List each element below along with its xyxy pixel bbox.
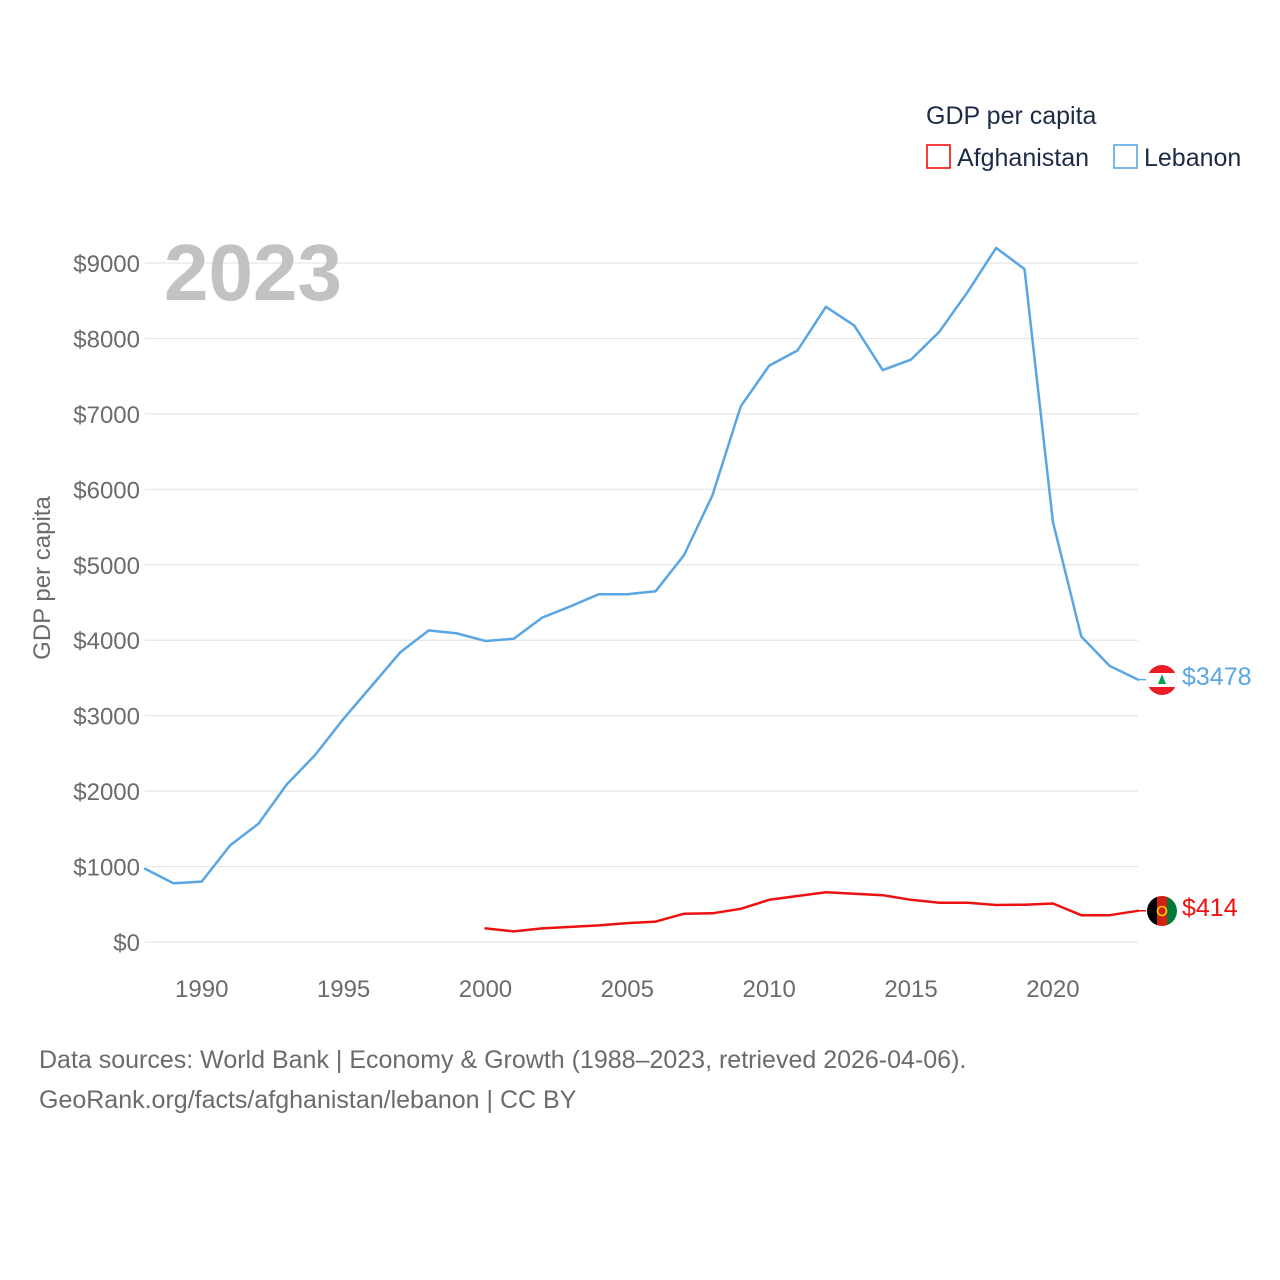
year-label: 2023: [164, 228, 342, 317]
y-tick-label: $6000: [73, 477, 140, 504]
source-line-2[interactable]: GeoRank.org/facts/afghanistan/lebanon | …: [39, 1086, 577, 1114]
legend-swatch-afghanistan: [926, 144, 951, 169]
x-tick-label: 2005: [601, 976, 654, 1003]
legend-title: GDP per capita: [926, 102, 1097, 130]
series-line-lebanon[interactable]: [143, 246, 1140, 885]
end-label-afghanistan: $414: [1182, 894, 1238, 922]
legend-swatch-lebanon: [1113, 144, 1138, 169]
x-tick-label: 2020: [1026, 976, 1079, 1003]
y-axis-ticks: $0 $1000 $2000 $3000 $4000 $5000 $6000 $7000 $80…: [73, 251, 140, 957]
x-tick-label: 2010: [742, 976, 795, 1003]
y-tick-label: $5000: [73, 553, 140, 580]
y-tick-label: $3000: [73, 704, 140, 731]
y-tick-label: $1000: [73, 855, 140, 882]
end-label-afghanistan-group: $414: [1147, 894, 1238, 926]
legend-item-afghanistan[interactable]: Afghanistan: [926, 144, 1089, 172]
y-axis-title: GDP per capita: [29, 496, 56, 660]
source-line-1: Data sources: World Bank | Economy & Gro…: [39, 1046, 966, 1074]
y-tick-label: $8000: [73, 326, 140, 353]
end-label-lebanon: $3478: [1182, 663, 1252, 691]
x-tick-label: 2000: [459, 976, 512, 1003]
series-lines: [143, 246, 1146, 933]
x-tick-label: 2015: [884, 976, 937, 1003]
end-label-lebanon-group: $3478: [1147, 663, 1252, 695]
afghanistan-flag-icon: [1147, 896, 1177, 926]
x-tick-label: 1990: [175, 976, 228, 1003]
y-tick-label: $0: [113, 930, 140, 957]
y-tick-label: $7000: [73, 402, 140, 429]
y-tick-label: $9000: [73, 251, 140, 278]
x-axis-ticks: 1990 1995 2000 2005 2010 2015 2020: [175, 976, 1080, 1003]
y-tick-label: $2000: [73, 779, 140, 806]
gridlines: [145, 262, 1138, 943]
legend-label-afghanistan: Afghanistan: [957, 144, 1089, 172]
legend: GDP per capita Afghanistan Lebanon: [926, 102, 1241, 172]
lebanon-flag-icon: [1147, 665, 1177, 695]
y-tick-label: $4000: [73, 628, 140, 655]
series-line-afghanistan[interactable]: [484, 890, 1140, 933]
legend-label-lebanon: Lebanon: [1144, 144, 1241, 172]
legend-item-lebanon[interactable]: Lebanon: [1113, 144, 1241, 172]
x-tick-label: 1995: [317, 976, 370, 1003]
